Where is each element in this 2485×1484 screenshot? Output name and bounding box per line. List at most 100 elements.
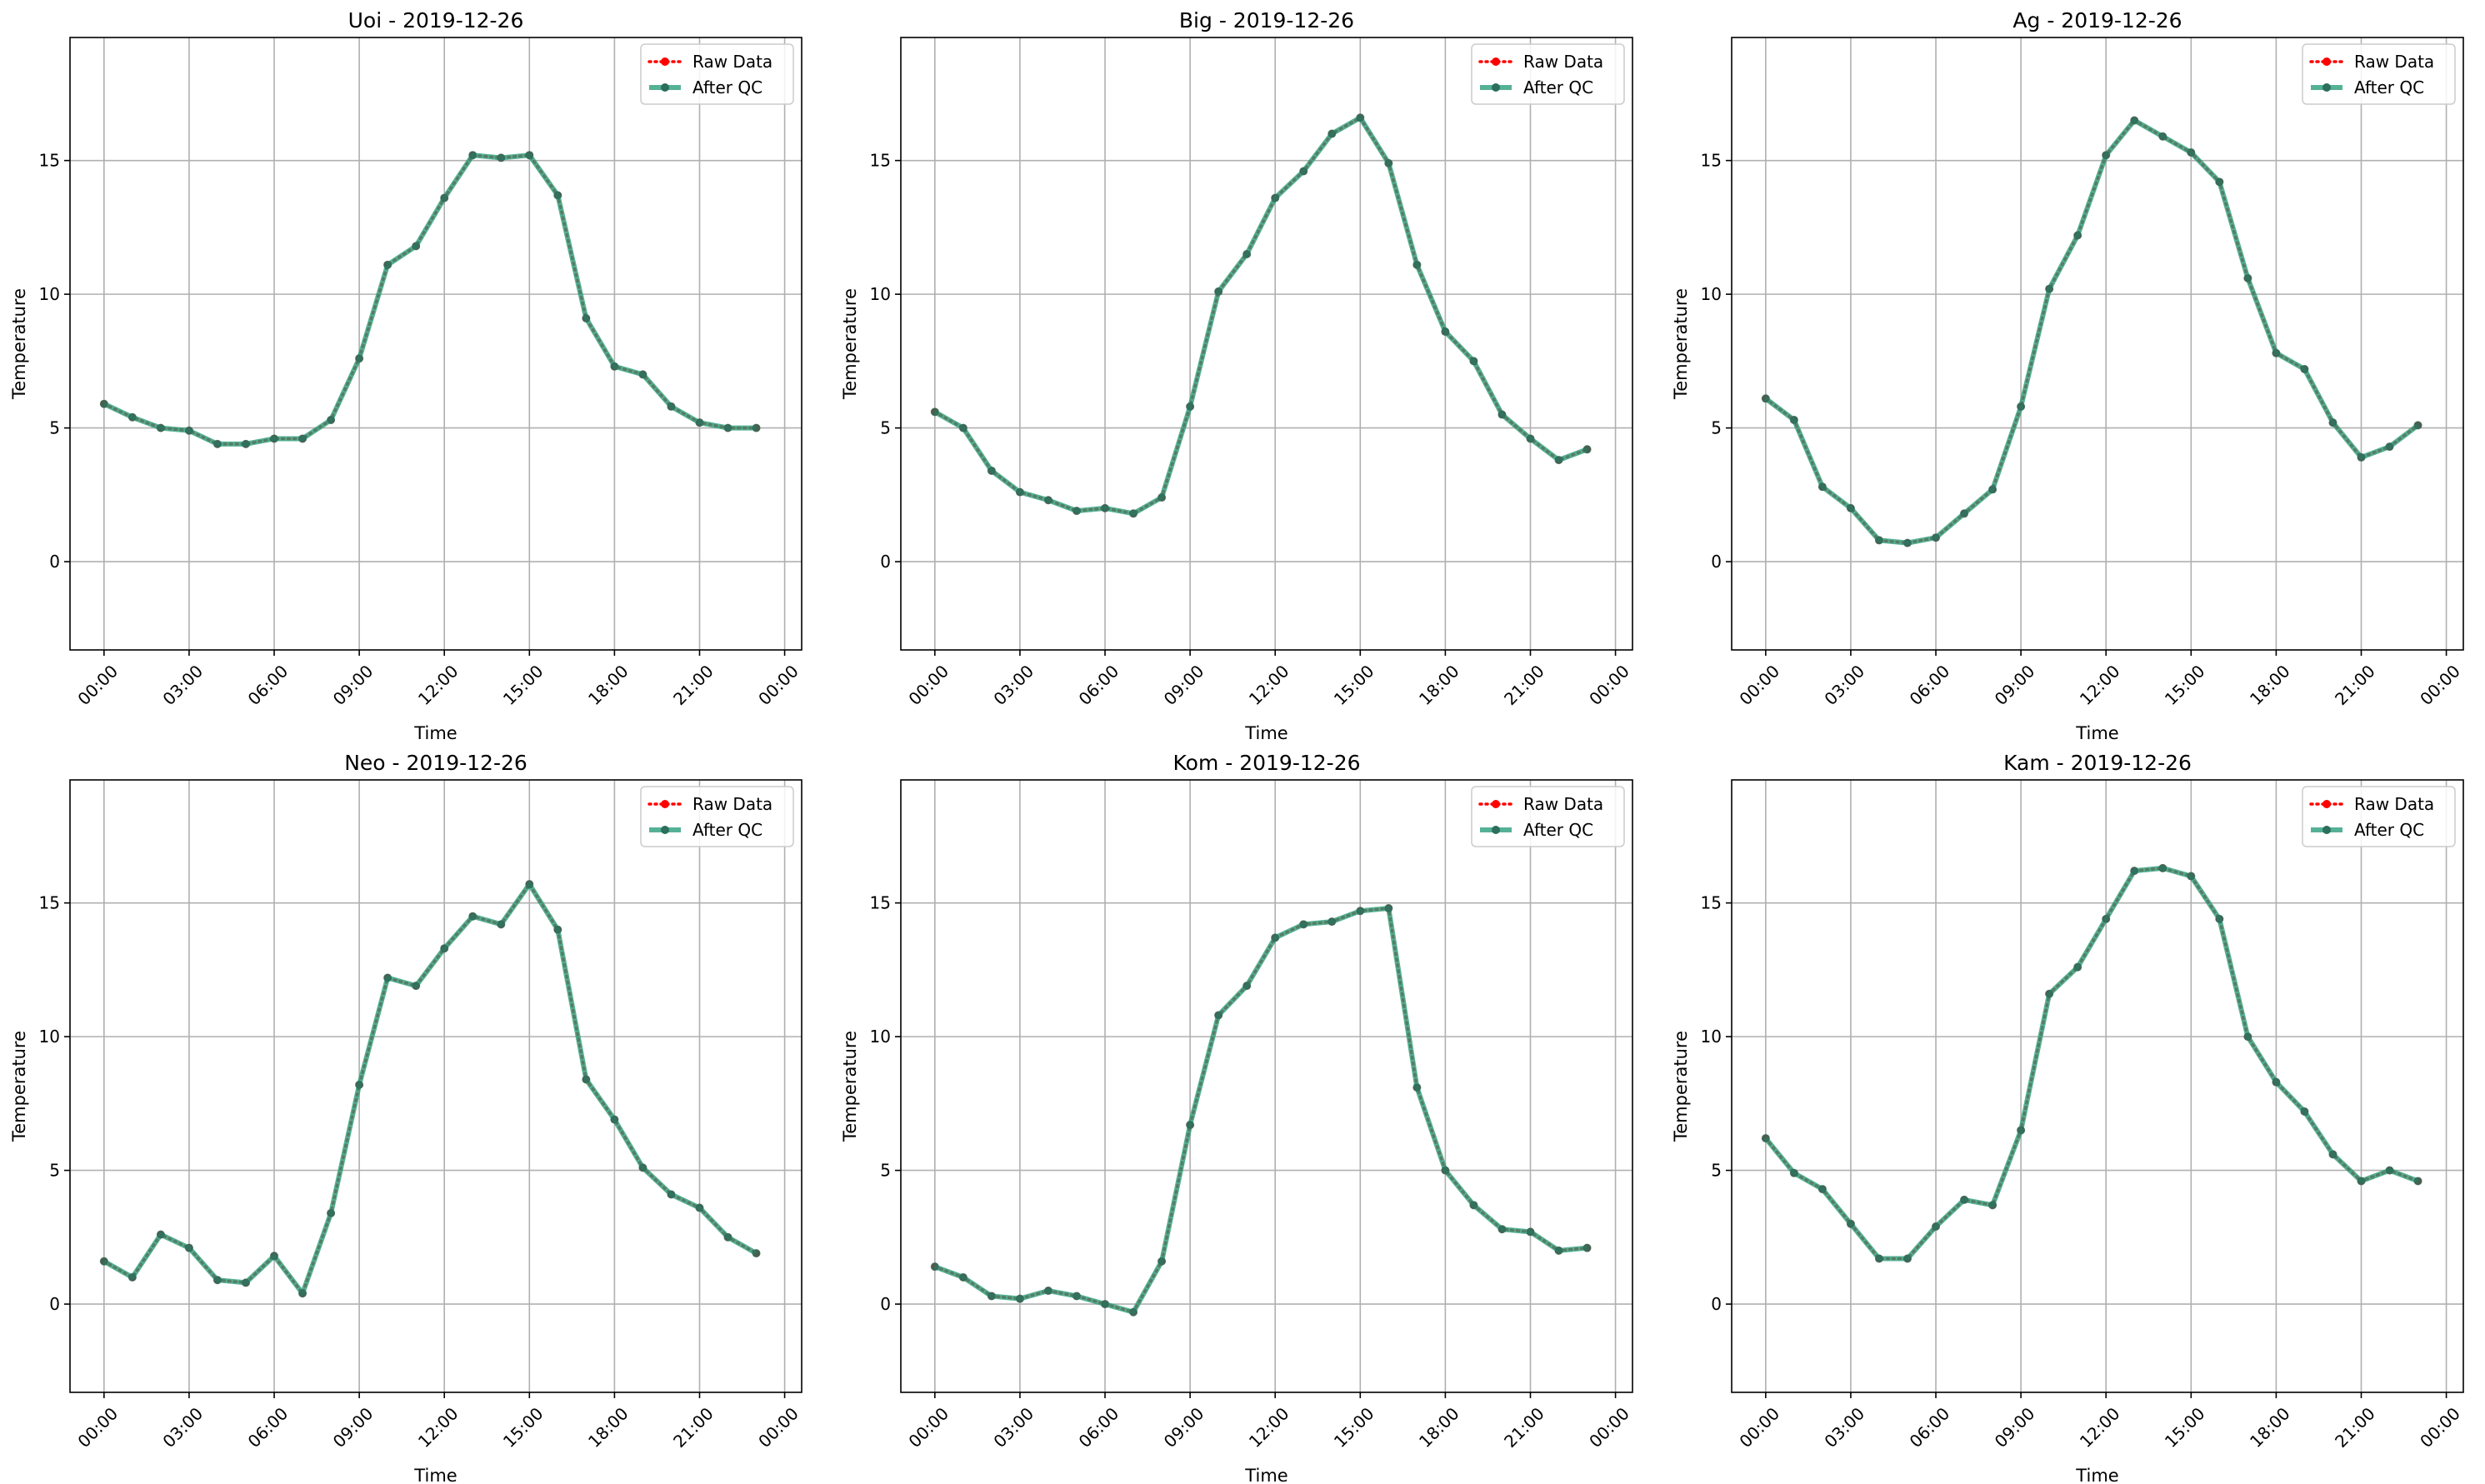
x-tick-label: 18:00 — [2246, 1403, 2294, 1452]
x-tick-label: 03:00 — [158, 661, 207, 709]
data-point-after-qc — [1328, 917, 1337, 927]
data-point-after-qc — [99, 399, 108, 408]
series-line-raw-data — [933, 115, 1589, 516]
data-point-after-qc — [1214, 287, 1223, 296]
data-point-after-qc — [468, 912, 478, 921]
y-tick-label: 0 — [49, 1294, 60, 1314]
data-point-after-qc — [2215, 177, 2224, 187]
data-point-after-qc — [2357, 452, 2366, 462]
series-line-after-qc — [1764, 117, 2420, 546]
data-point-after-qc — [1299, 920, 1308, 929]
data-point-after-qc — [2073, 962, 2082, 972]
data-point-after-qc — [270, 1252, 279, 1261]
data-point-after-qc — [1271, 193, 1280, 202]
data-point-after-qc — [525, 880, 534, 889]
legend: Raw Data After QC — [640, 786, 794, 847]
y-axis-label: Temperature — [840, 288, 860, 400]
x-tick-label: 00:00 — [904, 661, 952, 709]
y-tick-label: 10 — [870, 284, 891, 304]
x-tick-label: 15:00 — [1330, 1403, 1378, 1452]
series-line-after-qc — [102, 882, 758, 1297]
data-point-after-qc — [2300, 1107, 2309, 1116]
data-point-after-qc — [723, 423, 732, 432]
data-point-after-qc — [610, 362, 619, 371]
x-tick-label: 21:00 — [1500, 1403, 1548, 1452]
data-point-after-qc — [2158, 132, 2168, 141]
data-point-after-qc — [1072, 507, 1081, 516]
y-tick-label: 5 — [49, 1161, 60, 1181]
series-line-raw-data — [102, 882, 758, 1297]
data-point-after-qc — [1818, 482, 1827, 492]
data-point-after-qc — [2102, 914, 2111, 923]
legend: Raw Data After QC — [1471, 43, 1625, 105]
data-point-after-qc — [184, 426, 193, 435]
y-tick-label: 0 — [1711, 1294, 1722, 1314]
data-point-after-qc — [1299, 167, 1308, 176]
x-tick-label: 12:00 — [414, 1403, 462, 1452]
x-tick-label: 06:00 — [1906, 661, 1954, 709]
legend-marker-after-qc — [2322, 83, 2331, 92]
data-point-after-qc — [1761, 1134, 1770, 1143]
x-tick-label: 03:00 — [1820, 1403, 1868, 1452]
y-tick-label: 0 — [880, 1294, 891, 1314]
y-tick-label: 15 — [870, 893, 891, 913]
legend-label-raw-data: Raw Data — [692, 52, 772, 72]
x-tick-label: 00:00 — [754, 1403, 802, 1452]
x-axis-label: Time — [413, 1466, 457, 1484]
data-point-after-qc — [1101, 503, 1110, 512]
data-point-after-qc — [156, 1230, 165, 1239]
data-point-after-qc — [1960, 509, 1969, 518]
data-point-after-qc — [2328, 418, 2338, 427]
data-point-after-qc — [2102, 151, 2111, 160]
x-tick-label: 00:00 — [2416, 1403, 2464, 1452]
data-point-after-qc — [752, 423, 761, 432]
x-tick-label: 09:00 — [1991, 1403, 2039, 1452]
series-line-after-qc — [933, 115, 1588, 517]
data-point-after-qc — [582, 314, 591, 323]
data-point-after-qc — [412, 242, 421, 251]
x-tick-label: 21:00 — [669, 1403, 718, 1452]
data-point-after-qc — [638, 1163, 648, 1172]
data-point-after-qc — [1441, 327, 1450, 337]
legend-marker-raw-data — [661, 57, 669, 66]
x-tick-label: 00:00 — [73, 661, 122, 709]
data-point-after-qc — [1186, 402, 1195, 411]
data-point-after-qc — [695, 1203, 704, 1212]
y-tick-label: 10 — [1701, 1027, 1722, 1047]
chart-panel: 00:00 03:00 06:00 09:00 12:00 15:00 18:00 21:00… — [1671, 751, 2464, 1484]
x-tick-label: 00:00 — [73, 1403, 122, 1452]
x-tick-label: 15:00 — [2161, 661, 2209, 709]
legend: Raw Data After QC — [1471, 786, 1625, 847]
data-point-after-qc — [695, 418, 704, 427]
data-point-after-qc — [1015, 487, 1024, 497]
data-point-after-qc — [667, 1190, 676, 1199]
x-tick-label: 15:00 — [2161, 1403, 2209, 1452]
chart-panel: 00:00 03:00 06:00 09:00 12:00 15:00 18:00 21:00… — [1671, 8, 2464, 743]
x-tick-label: 00:00 — [1735, 661, 1783, 709]
data-point-after-qc — [1789, 415, 1798, 424]
y-tick-label: 10 — [39, 284, 60, 304]
data-point-after-qc — [553, 191, 562, 200]
y-axis-label: Temperature — [1671, 288, 1691, 400]
chart-panel: 00:00 03:00 06:00 09:00 12:00 15:00 18:00 21:00… — [9, 751, 802, 1484]
data-point-after-qc — [723, 1232, 732, 1242]
chart-title: Kam - 2019-12-26 — [2003, 751, 2192, 775]
data-point-after-qc — [212, 1276, 222, 1285]
x-tick-label: 03:00 — [1820, 661, 1868, 709]
y-tick-label: 5 — [49, 418, 60, 438]
data-point-after-qc — [1015, 1294, 1024, 1303]
x-tick-label: 18:00 — [584, 1403, 632, 1452]
data-point-after-qc — [241, 1278, 250, 1287]
x-tick-label: 00:00 — [2416, 661, 2464, 709]
x-tick-label: 00:00 — [904, 1403, 952, 1452]
legend-label-after-qc: After QC — [1523, 77, 1593, 97]
data-point-after-qc — [958, 1272, 968, 1282]
x-tick-label: 09:00 — [329, 1403, 378, 1452]
legend-marker-after-qc — [661, 826, 669, 834]
x-tick-label: 12:00 — [1245, 1403, 1293, 1452]
legend-label-after-qc: After QC — [2354, 77, 2424, 97]
chart-title: Big - 2019-12-26 — [1179, 8, 1354, 32]
axes-frame — [1731, 37, 2464, 651]
data-point-after-qc — [987, 466, 996, 475]
legend-marker-after-qc — [1492, 826, 1500, 834]
